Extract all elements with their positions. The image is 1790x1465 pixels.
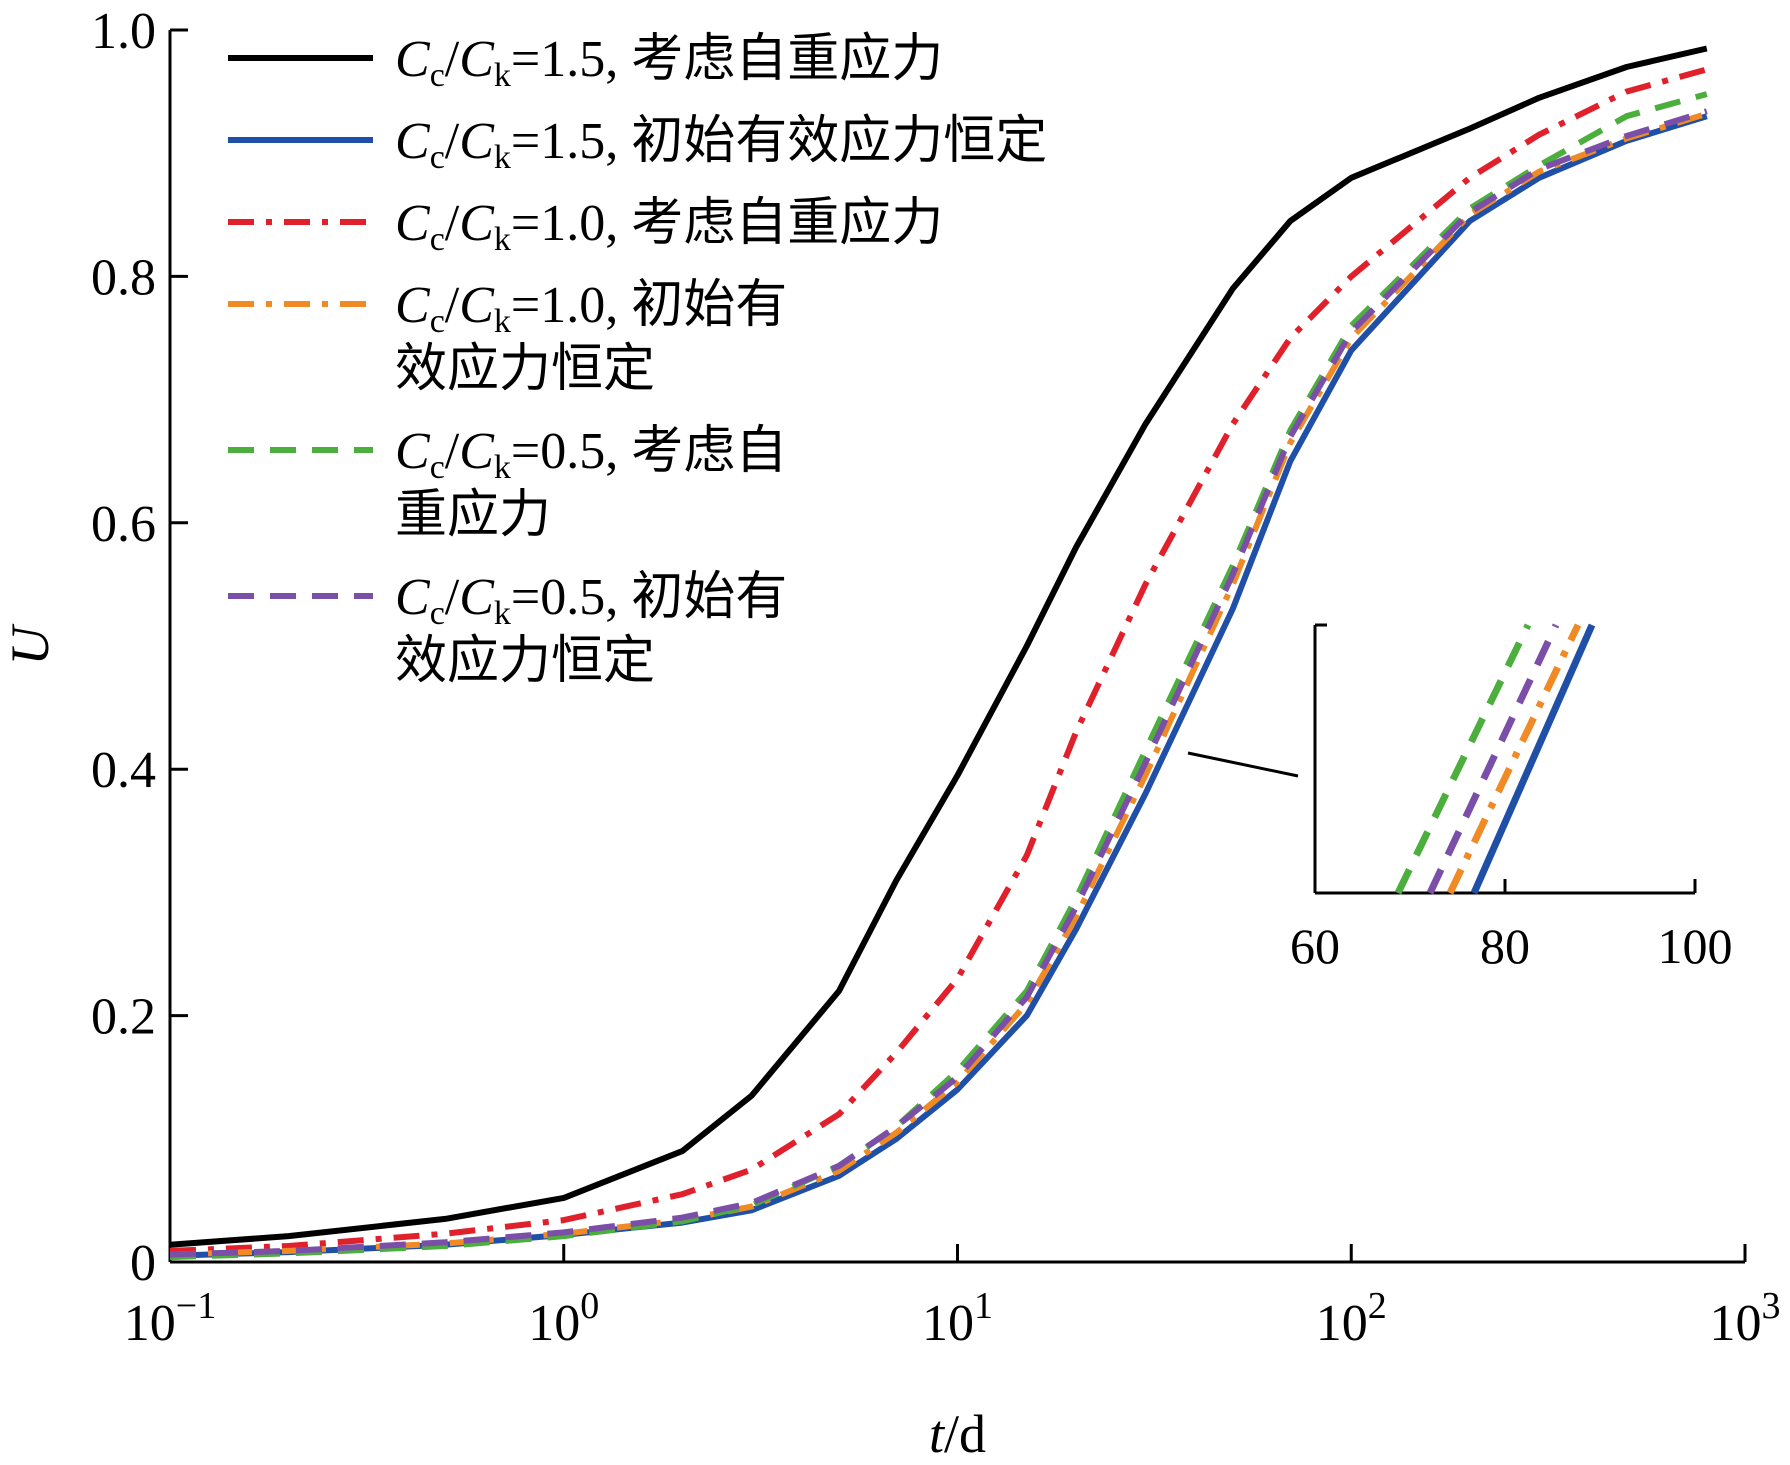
series-line-1 <box>169 45 1708 1248</box>
legend-label-4-cont: 效应力恒定 <box>395 341 655 398</box>
inset-x-tick-label: 80 <box>1480 918 1530 974</box>
legend-label-6: Cc/Ck=0.5, 初始有 <box>395 569 787 632</box>
y-tick-label: 0.4 <box>91 742 156 799</box>
x-tick-label: 101 <box>922 1285 993 1352</box>
series-line-3 <box>169 66 1708 1254</box>
series-line-6 <box>169 108 1708 1258</box>
inset-series-5 <box>1394 623 1532 895</box>
legend-label-3: Cc/Ck=1.0, 考虑自重应力 <box>395 195 943 258</box>
legend-label-5: Cc/Ck=0.5, 考虑自 <box>395 423 787 486</box>
y-axis-title: U <box>0 624 60 666</box>
x-axis-title: t/d <box>929 1404 986 1464</box>
series-lines <box>169 45 1708 1261</box>
x-tick-label: 100 <box>528 1285 599 1352</box>
axes: 0 0.2 0.4 0.6 0.8 1.0 10−1 100 101 102 103 t/d U <box>0 3 1781 1464</box>
inset-x-tick-label: 60 <box>1290 918 1340 974</box>
x-tick-label: 102 <box>1316 1285 1387 1352</box>
x-tick-label: 10−1 <box>124 1285 216 1352</box>
inset-series-6 <box>1426 623 1560 895</box>
legend-label-6-cont: 效应力恒定 <box>395 633 655 690</box>
y-tick-label: 0.2 <box>91 989 156 1046</box>
inset-series-2 <box>1470 623 1596 895</box>
y-tick-label: 0.6 <box>91 496 156 553</box>
y-tick-label: 0.8 <box>91 249 156 306</box>
legend: Cc/Ck=1.5, 考虑自重应力 Cc/Ck=1.5, 初始有效应力恒定 Cc/C… <box>228 31 1047 690</box>
x-tick-label: 103 <box>1710 1285 1781 1352</box>
inset-series-4 <box>1446 623 1582 895</box>
inset-leader-line <box>1187 751 1299 778</box>
y-tick-label: 0 <box>130 1235 156 1292</box>
y-tick-label: 1.0 <box>91 3 156 60</box>
legend-label-5-cont: 重应力 <box>395 487 551 544</box>
inset-x-tick-label: 100 <box>1658 918 1733 974</box>
legend-label-2: Cc/Ck=1.5, 初始有效应力恒定 <box>395 113 1047 176</box>
legend-label-4: Cc/Ck=1.0, 初始有 <box>395 277 787 340</box>
legend-label-1: Cc/Ck=1.5, 考虑自重应力 <box>395 31 943 94</box>
zoom-inset: 60 80 100 <box>1187 623 1733 974</box>
